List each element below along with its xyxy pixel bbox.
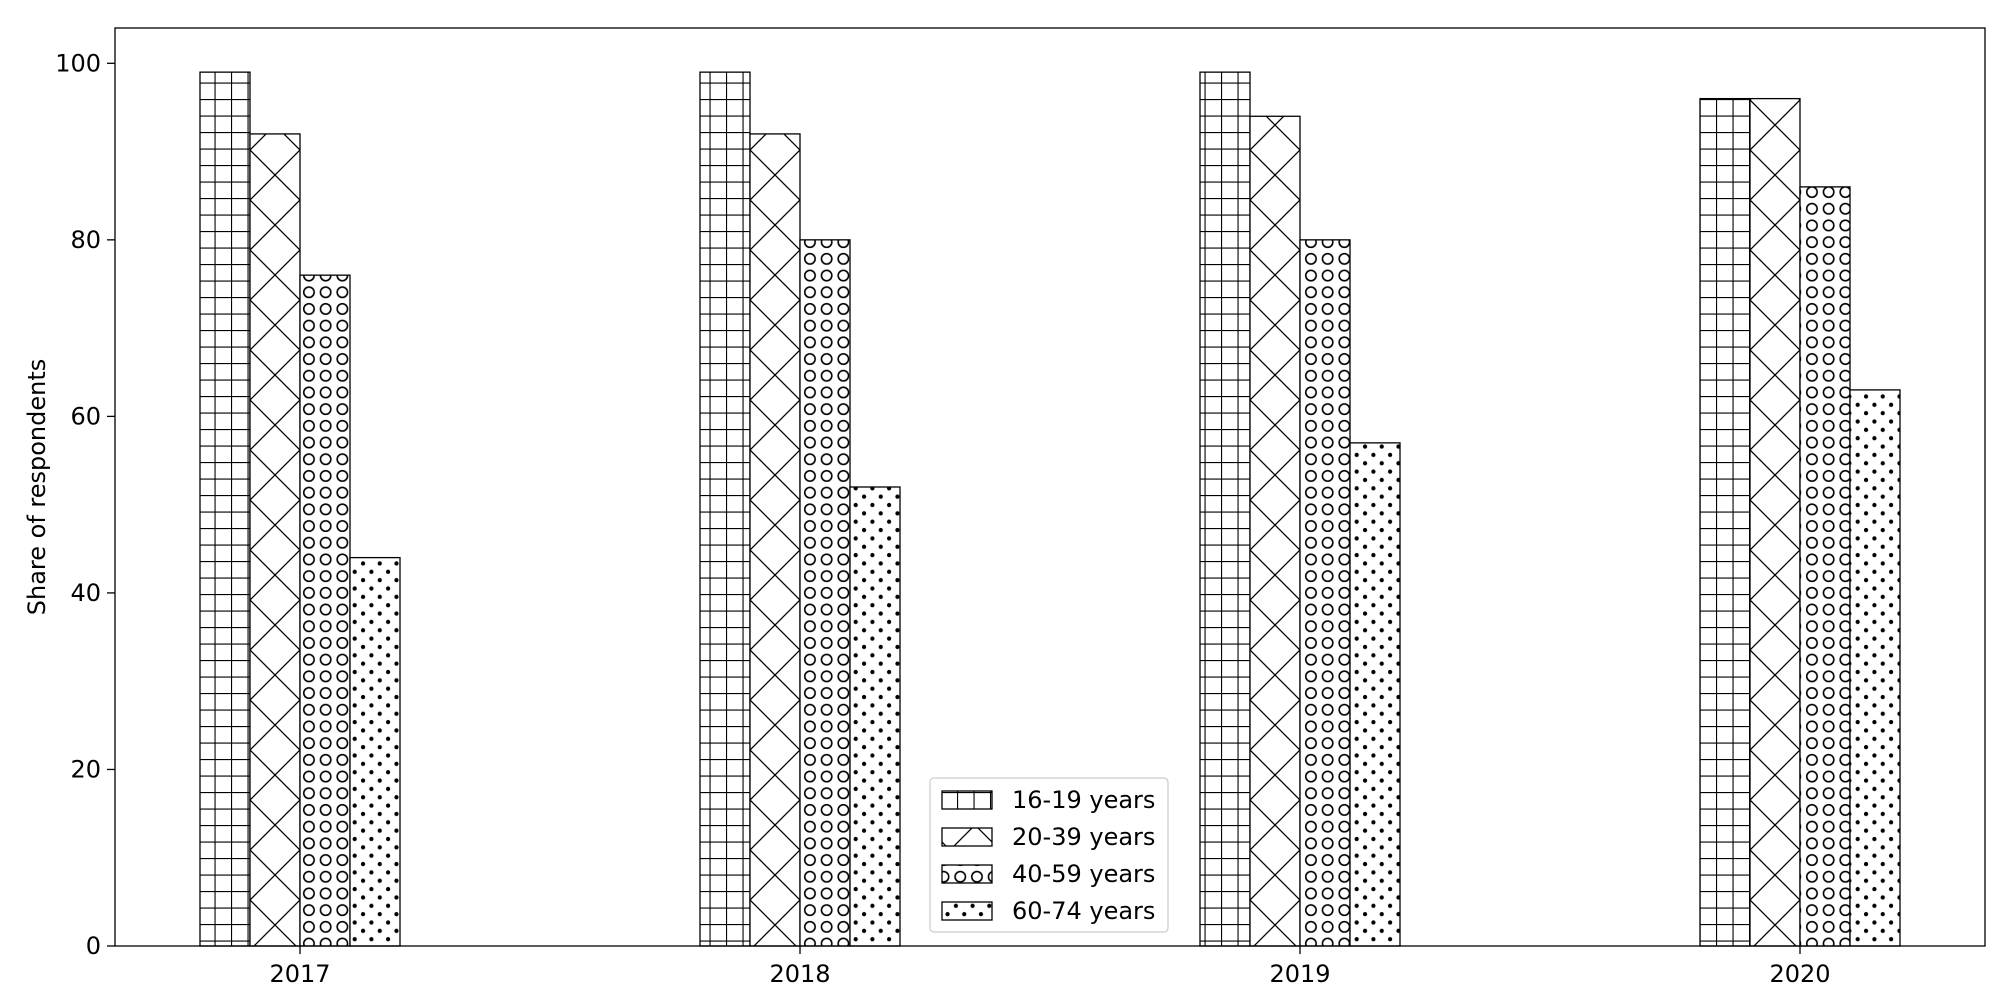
bar-2020-60-74-years	[1849, 389, 1901, 947]
legend-label: 16-19 years	[1012, 786, 1155, 814]
x-axis: 2017 2018 2019 2020	[269, 946, 1831, 988]
y-axis-label: Share of respondents	[23, 359, 51, 616]
y-tick-label: 80	[70, 226, 101, 254]
bar-2019-60-74-years	[1349, 442, 1401, 947]
legend-label: 60-74 years	[1012, 897, 1155, 925]
bars-layer	[199, 71, 1901, 947]
legend-label: 40-59 years	[1012, 860, 1155, 888]
bar-2018-16-19-years	[699, 71, 751, 947]
legend: 16-19 years 20-39 years 40-59 years 60-74 y…	[929, 777, 1169, 933]
bar-2019-16-19-years	[1199, 71, 1251, 947]
y-tick-label: 20	[70, 755, 101, 783]
y-tick-label: 60	[70, 402, 101, 430]
bar-2017-40-59-years	[299, 274, 351, 947]
y-tick-label: 100	[55, 49, 101, 77]
legend-label: 20-39 years	[1012, 823, 1155, 851]
legend-swatch	[941, 790, 993, 810]
plot-frame	[114, 27, 1986, 947]
y-tick-label: 40	[70, 579, 101, 607]
x-tick-label: 2019	[1269, 960, 1330, 988]
bar-2018-20-39-years	[749, 133, 801, 947]
legend-swatch	[941, 864, 993, 884]
bar-2017-16-19-years	[199, 71, 251, 947]
x-tick-label: 2017	[269, 960, 330, 988]
y-tick-label: 0	[86, 932, 101, 960]
bar-2020-40-59-years	[1799, 186, 1851, 947]
bar-2020-16-19-years	[1699, 97, 1751, 947]
y-axis: 0 20 40 60 80 100	[55, 49, 115, 960]
bar-2017-20-39-years	[249, 133, 301, 947]
bar-2017-60-74-years	[349, 556, 401, 947]
bar-2018-40-59-years	[799, 239, 851, 947]
legend-box	[929, 777, 1169, 933]
legend-swatch	[941, 901, 993, 921]
bar-2020-20-39-years	[1749, 97, 1801, 947]
bar-2019-20-39-years	[1249, 115, 1301, 947]
legend-swatch	[941, 827, 993, 847]
x-tick-label: 2018	[769, 960, 830, 988]
bar-2019-40-59-years	[1299, 239, 1351, 947]
bar-2018-60-74-years	[849, 486, 901, 947]
x-tick-label: 2020	[1769, 960, 1830, 988]
